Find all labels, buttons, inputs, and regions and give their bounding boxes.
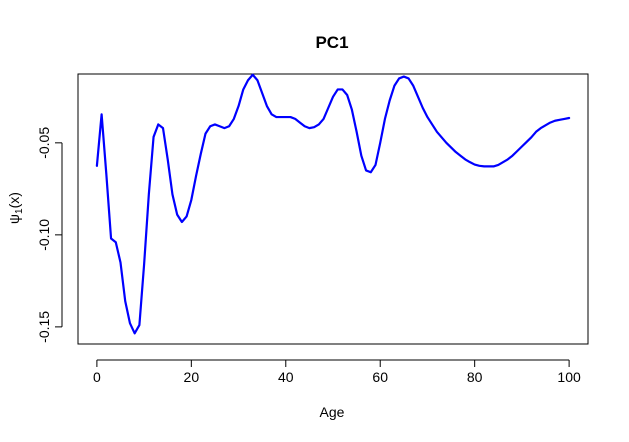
x-tick-label: 60 <box>372 369 388 385</box>
y-axis-label-subscript: 1 <box>14 208 25 214</box>
plot-frame <box>77 73 589 345</box>
y-axis-label: ψ1(x) <box>6 192 25 224</box>
y-axis-label-tail: (x) <box>6 192 22 208</box>
y-tick-label: -0.05 <box>36 127 52 159</box>
x-axis-label: Age <box>320 404 345 420</box>
x-tick-label: 100 <box>557 369 581 385</box>
y-tick-label: -0.15 <box>36 311 52 343</box>
series-group <box>95 73 571 335</box>
x-tick-label: 20 <box>184 369 200 385</box>
series-line <box>95 73 571 335</box>
x-axis: 0 20 40 60 80 100 <box>93 359 581 385</box>
x-tick-label: 0 <box>93 369 101 385</box>
y-axis-label-main: ψ <box>6 214 22 224</box>
x-tick-label: 80 <box>467 369 483 385</box>
x-tick-label: 40 <box>278 369 294 385</box>
y-axis: -0.15 -0.10 -0.05 <box>36 127 63 343</box>
chart-title: PC1 <box>315 33 348 52</box>
y-tick-label: -0.10 <box>36 219 52 251</box>
